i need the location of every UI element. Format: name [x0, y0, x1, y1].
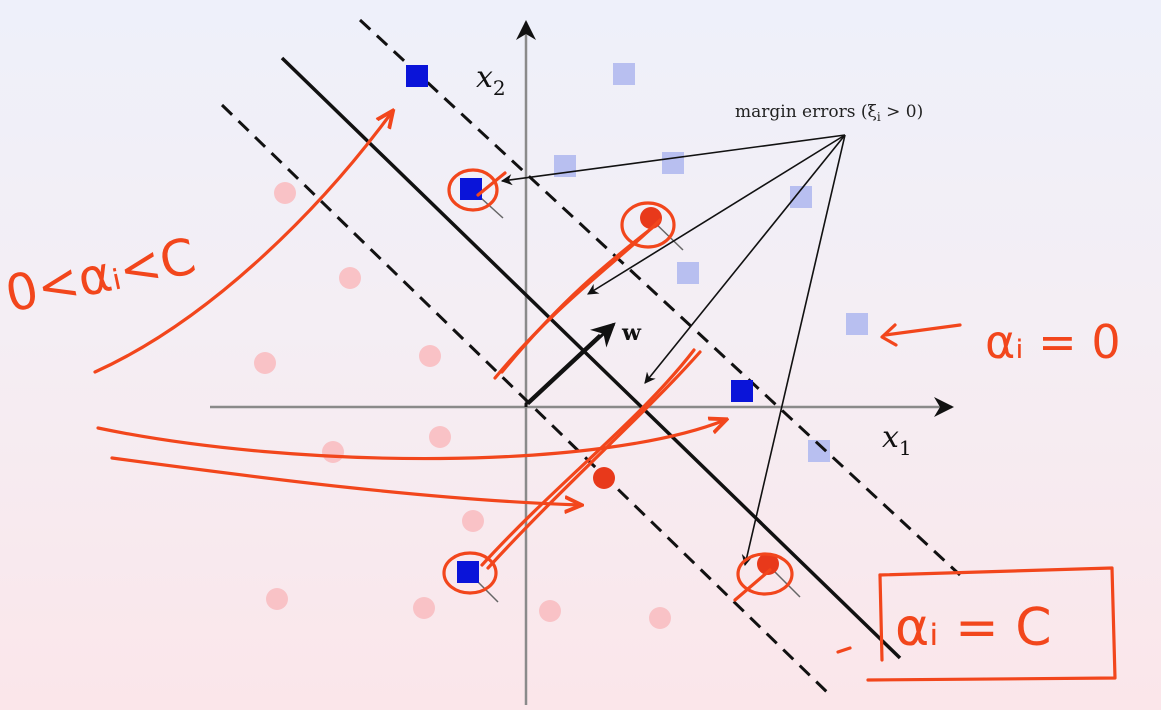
axis-labels: x2 x1 — [476, 60, 912, 460]
point — [790, 186, 812, 208]
ink-arrow — [110, 456, 580, 505]
point — [662, 152, 684, 174]
axes — [210, 20, 954, 705]
ink-box — [866, 566, 1117, 682]
x2-axis-label: x2 — [476, 60, 506, 100]
point — [808, 440, 830, 462]
handwritten-alpha-c: αᵢ = C — [895, 598, 1052, 658]
support-vector-positive — [406, 65, 428, 87]
margin-error-positive — [460, 178, 482, 200]
decision-boundary — [280, 56, 902, 660]
point — [649, 607, 671, 629]
separating-lines — [220, 18, 962, 697]
point — [266, 588, 288, 610]
support-vector-positive — [731, 380, 753, 402]
handwritten-annotations: 0<αᵢ<C αᵢ = 0 αᵢ = C — [0, 112, 1121, 682]
point — [613, 63, 635, 85]
point — [677, 262, 699, 284]
faded-positive-points — [554, 63, 868, 462]
point — [846, 313, 868, 335]
margin-errors-annotation: margin errors (ξi > 0) — [735, 102, 923, 124]
ink-arrow — [93, 112, 392, 374]
ink-circle — [736, 552, 794, 596]
ink-arrow — [96, 420, 725, 461]
point — [429, 426, 451, 448]
point — [413, 597, 435, 619]
point — [419, 345, 441, 367]
point — [274, 182, 296, 204]
ink-circle — [442, 551, 498, 595]
support-vectors — [406, 65, 779, 583]
x1-axis-label: x1 — [882, 420, 912, 460]
point — [254, 352, 276, 374]
handwritten-alpha-between: 0<αᵢ<C — [0, 227, 200, 324]
point — [322, 441, 344, 463]
w-arrow — [526, 322, 616, 406]
ink-circle — [620, 201, 676, 249]
point — [539, 600, 561, 622]
annotation-arrows — [500, 134, 846, 567]
ink-circle — [447, 168, 499, 212]
point — [339, 267, 361, 289]
margin-error-negative — [640, 207, 662, 229]
margin-error-negative — [757, 553, 779, 575]
handwritten-alpha-zero: αᵢ = 0 — [985, 315, 1121, 369]
margin-line-lower — [220, 103, 832, 697]
point — [462, 510, 484, 532]
w-label: w — [621, 320, 642, 346]
margin-error-positive — [457, 561, 479, 583]
normal-vector: w — [524, 320, 642, 407]
support-vector-negative — [593, 467, 615, 489]
